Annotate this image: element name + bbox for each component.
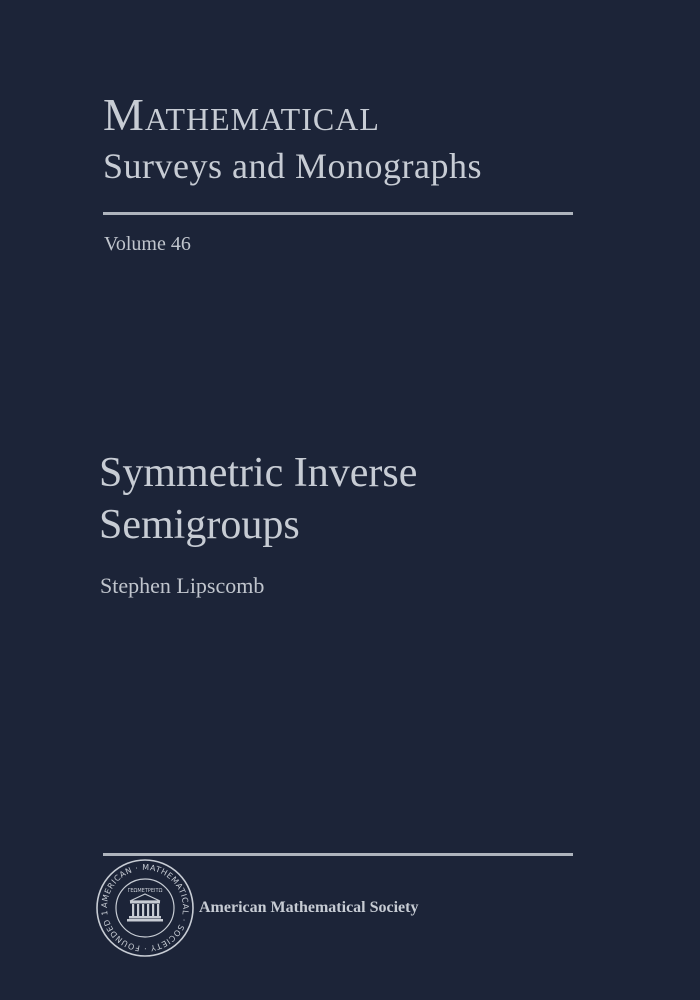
- volume-number: Volume 46: [104, 233, 191, 255]
- book-title: Symmetric Inverse Semigroups: [99, 447, 417, 551]
- book-title-line-2: Semigroups: [99, 502, 300, 548]
- svg-text:AMERICAN · MATHEMATICAL · SOCI: AMERICAN · MATHEMATICAL · SOCIETY · FOUN…: [92, 855, 190, 953]
- bottom-divider: [103, 853, 573, 856]
- ams-seal-logo: AMERICAN · MATHEMATICAL · SOCIETY · FOUN…: [92, 855, 194, 957]
- top-divider: [103, 212, 573, 215]
- series-title: Mathematical Surveys and Monographs: [103, 89, 482, 186]
- svg-text:ΓΕΩΜΕΤΡΕΙΤΩ: ΓΕΩΜΕΤΡΕΙΤΩ: [128, 888, 163, 894]
- book-title-line-1: Symmetric Inverse: [99, 450, 418, 496]
- series-name: Mathematical: [103, 89, 380, 140]
- series-subtitle: Surveys and Monographs: [103, 146, 482, 186]
- publisher-name: American Mathematical Society: [199, 899, 419, 916]
- author-name: Stephen Lipscomb: [100, 573, 265, 598]
